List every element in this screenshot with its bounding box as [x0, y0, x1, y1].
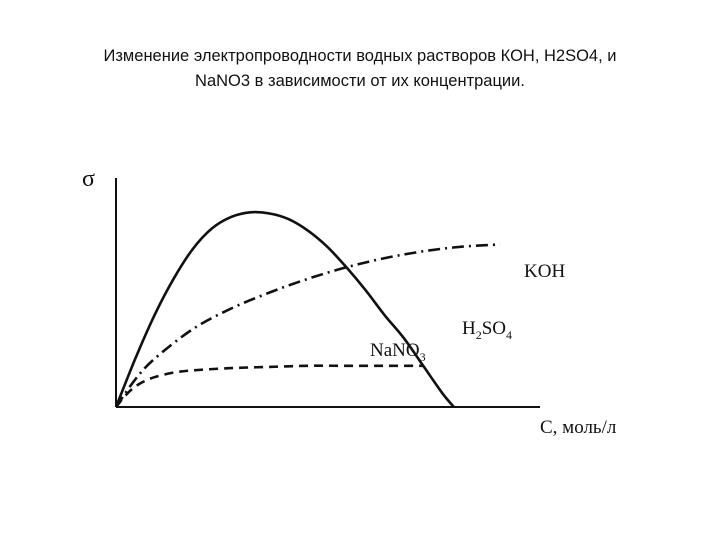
series-labels: H2SO4 KOH NaNO3 [370, 261, 565, 364]
series-label-koh: KOH [524, 261, 565, 282]
chart-title: Изменение электропроводности водных раст… [0, 44, 720, 94]
y-axis-label: σ [82, 166, 95, 192]
series-layer [114, 210, 501, 408]
chart-title-line-1: Изменение электропроводности водных раст… [103, 47, 617, 65]
x-axis-label: C, моль/л [540, 417, 617, 438]
series-label-nano3: NaNO3 [370, 340, 426, 364]
series-line-nano3 [114, 364, 424, 408]
series-line-h2so4 [114, 210, 455, 408]
series-line-koh [114, 243, 501, 408]
chart-title-line-2: NaNO3 в зависимости от их концентрации. [195, 72, 525, 90]
series-label-h2so4: H2SO4 [462, 318, 512, 342]
